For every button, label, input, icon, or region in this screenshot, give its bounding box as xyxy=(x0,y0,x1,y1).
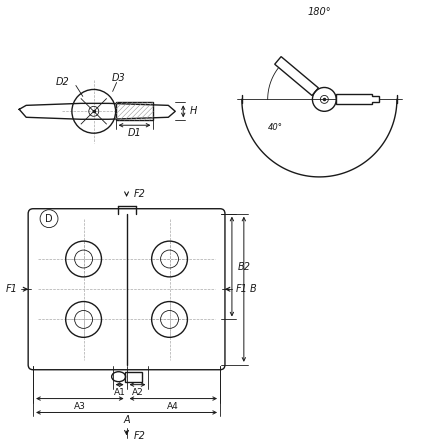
Text: H: H xyxy=(190,107,198,116)
Text: B: B xyxy=(250,284,256,294)
Text: F1: F1 xyxy=(236,284,248,294)
Text: A3: A3 xyxy=(74,402,86,411)
Text: A2: A2 xyxy=(132,388,143,397)
Polygon shape xyxy=(336,95,379,104)
Text: B2: B2 xyxy=(238,262,251,271)
FancyBboxPatch shape xyxy=(28,209,225,370)
Polygon shape xyxy=(275,57,318,95)
Text: F2: F2 xyxy=(133,189,145,199)
Polygon shape xyxy=(19,103,175,119)
Bar xyxy=(116,103,153,120)
Bar xyxy=(125,372,143,381)
Text: A1: A1 xyxy=(114,388,126,397)
Text: F1: F1 xyxy=(5,284,17,294)
Text: D2: D2 xyxy=(56,76,70,87)
Text: D3: D3 xyxy=(112,72,126,83)
Text: 40°: 40° xyxy=(268,123,283,132)
Text: F2: F2 xyxy=(133,431,145,441)
Text: D1: D1 xyxy=(128,128,141,138)
Text: D: D xyxy=(45,213,53,224)
Text: A4: A4 xyxy=(167,402,179,411)
Text: 180°: 180° xyxy=(307,7,331,17)
Text: A: A xyxy=(123,415,130,426)
